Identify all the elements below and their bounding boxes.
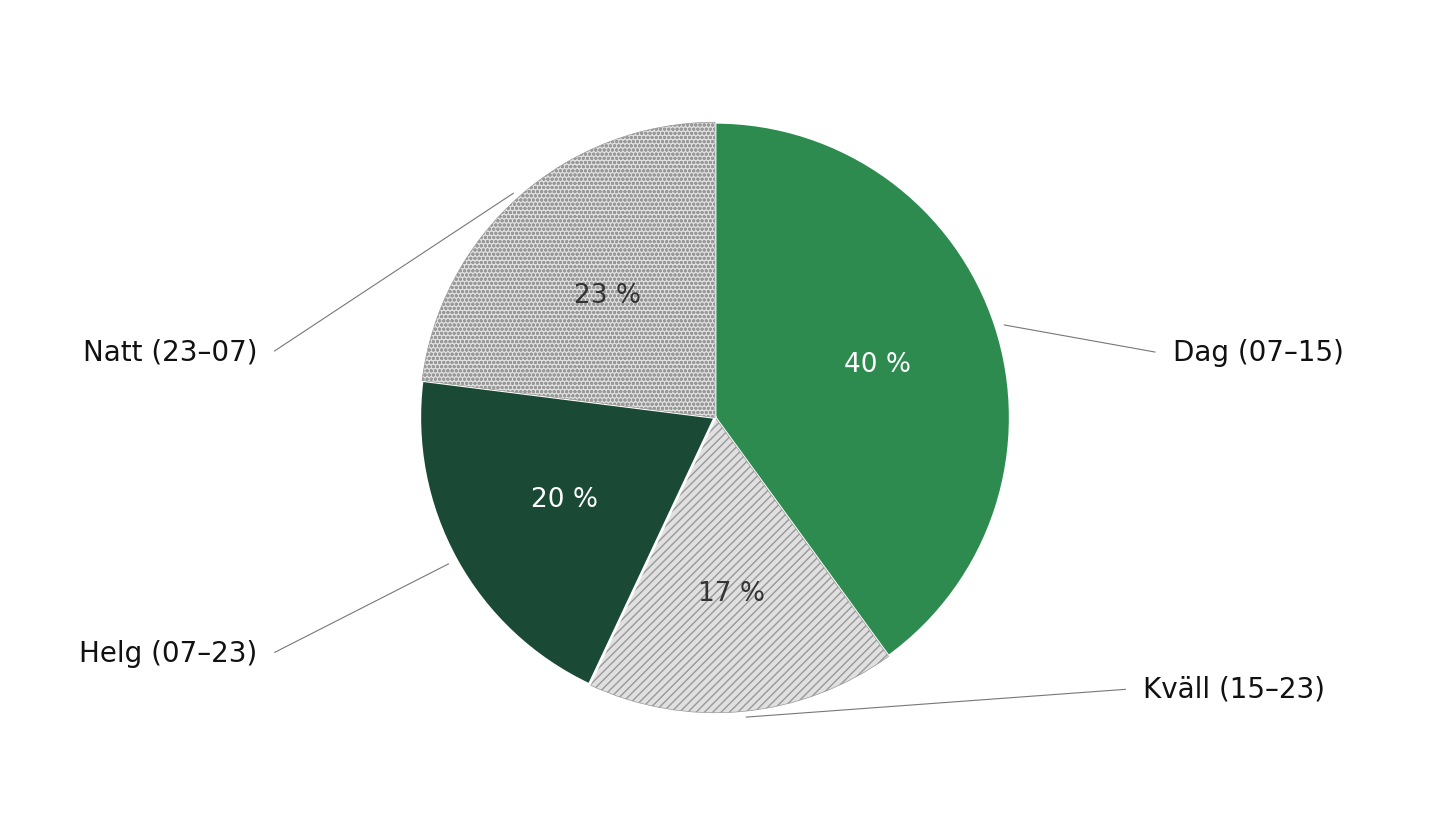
Text: 20 %: 20 % (532, 487, 598, 513)
Text: Natt (23–07): Natt (23–07) (83, 338, 257, 367)
Text: Dag (07–15): Dag (07–15) (1173, 338, 1344, 367)
Wedge shape (422, 122, 715, 418)
Wedge shape (420, 381, 715, 685)
Text: Helg (07–23): Helg (07–23) (79, 640, 257, 668)
Text: 23 %: 23 % (573, 283, 641, 309)
Text: Kväll (15–23): Kväll (15–23) (1143, 676, 1326, 703)
Text: 40 %: 40 % (844, 352, 911, 377)
Wedge shape (589, 418, 888, 713)
Text: 17 %: 17 % (698, 581, 765, 607)
Wedge shape (715, 122, 1010, 656)
